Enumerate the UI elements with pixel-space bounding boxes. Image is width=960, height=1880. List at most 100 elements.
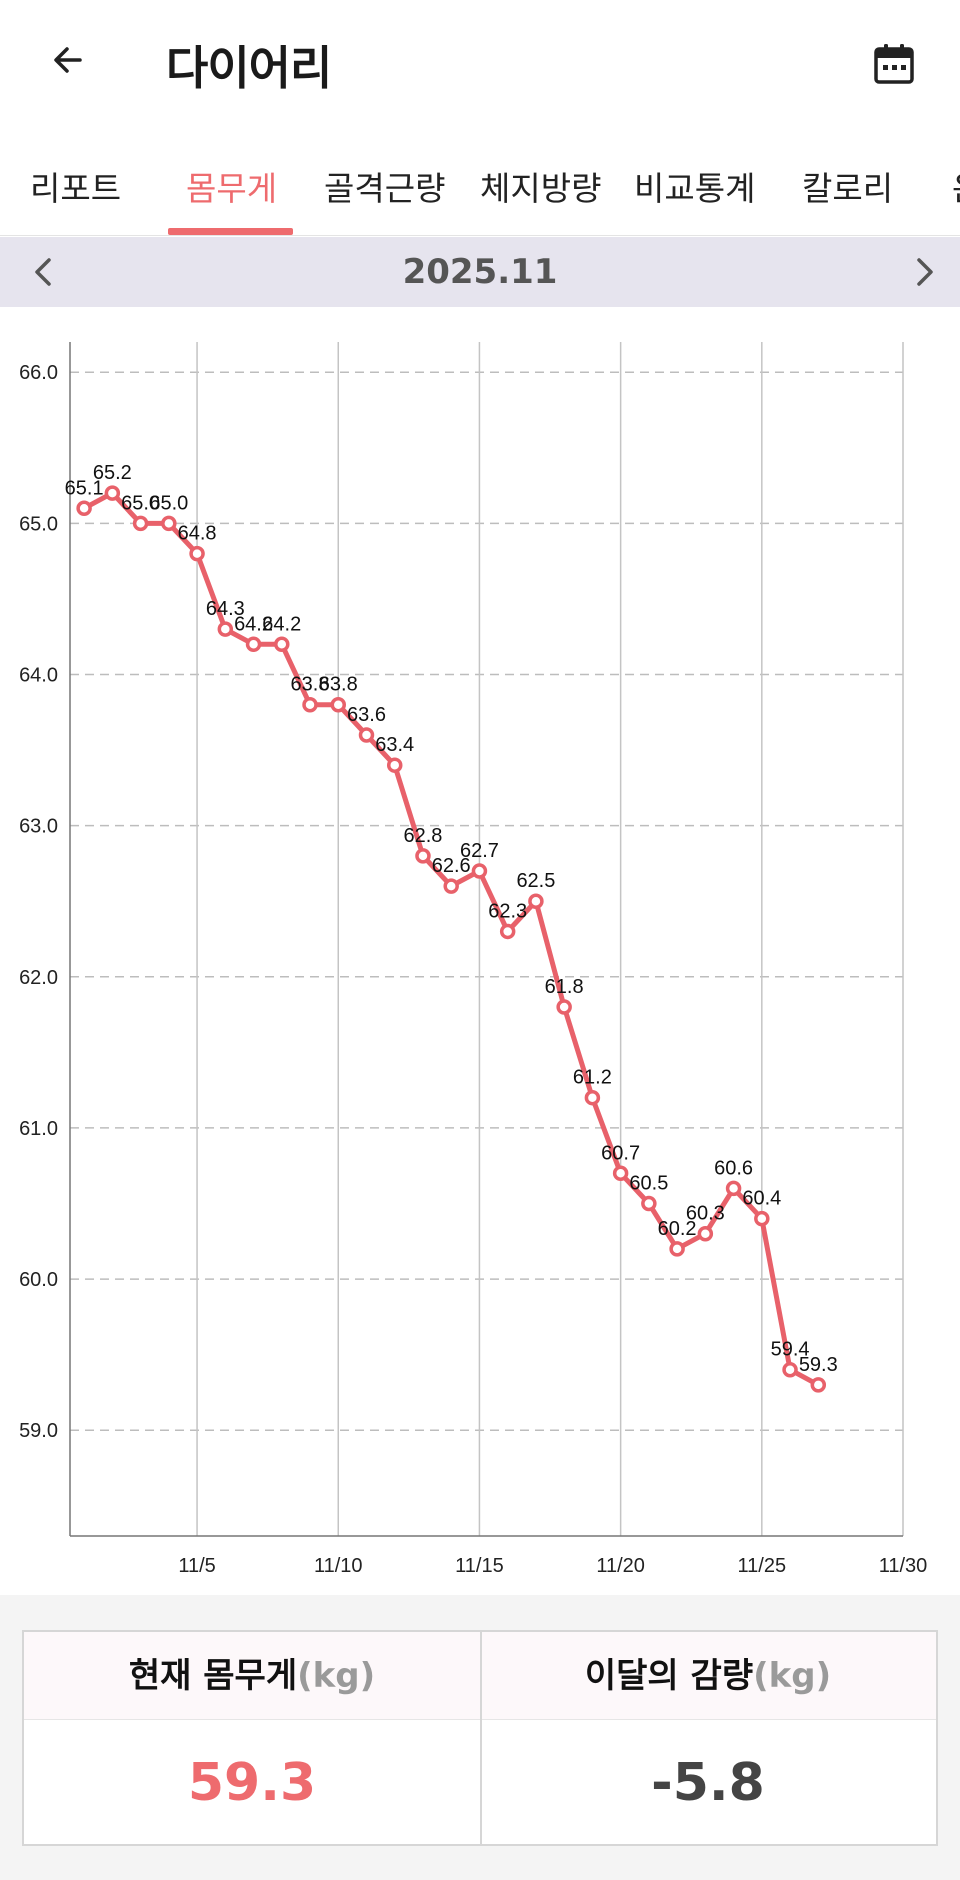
data-point — [471, 863, 488, 879]
y-tick-label: 66.0 — [19, 362, 58, 384]
data-label: 62.7 — [460, 840, 499, 862]
data-label: 62.3 — [488, 900, 527, 922]
data-point — [386, 757, 403, 773]
data-label: 64.2 — [234, 613, 273, 635]
monthly-loss-title-text: 이달의 감량 — [584, 1656, 754, 1696]
weight-series-line — [81, 490, 821, 1388]
data-point — [330, 696, 347, 713]
data-point — [217, 621, 234, 637]
arrow-left-icon — [54, 47, 82, 73]
data-label: 65.1 — [65, 477, 104, 499]
data-label: 62.8 — [403, 825, 442, 847]
y-tick-label: 62.0 — [19, 967, 58, 989]
data-point — [302, 696, 318, 713]
monthly-loss-value: -5.8 — [651, 1753, 765, 1813]
data-point — [697, 1225, 714, 1242]
data-label: 62.6 — [432, 855, 471, 877]
data-point — [443, 878, 459, 894]
data-point — [754, 1210, 770, 1227]
data-label: 65.0 — [121, 492, 160, 514]
summary-table: 현재 몸무게(kg) 이달의 감량(kg) 59.3 -5.8 — [22, 1630, 938, 1846]
active-tab-indicator — [168, 228, 293, 235]
data-point — [725, 1180, 742, 1197]
data-label: 65.0 — [149, 492, 188, 514]
data-label: 61.2 — [573, 1067, 612, 1089]
y-tick-label: 64.0 — [19, 665, 58, 687]
tab-calories[interactable]: 칼로리 — [802, 169, 894, 208]
data-point — [161, 515, 177, 532]
data-label: 61.8 — [545, 976, 584, 998]
page-title: 다이어리 — [166, 41, 332, 95]
data-label: 60.3 — [686, 1203, 725, 1225]
data-point — [415, 848, 431, 864]
back-button[interactable] — [36, 28, 100, 92]
data-point — [584, 1089, 601, 1106]
current-weight-unit: (kg) — [297, 1656, 376, 1696]
data-point — [132, 515, 149, 532]
data-label: 63.4 — [375, 734, 414, 756]
tab-comparison[interactable]: 비교통계 — [634, 169, 756, 208]
data-point — [556, 999, 572, 1015]
month-label: 2025.11 — [402, 252, 558, 292]
data-label: 59.3 — [799, 1354, 838, 1376]
data-point — [104, 485, 121, 501]
data-point — [245, 636, 262, 653]
monthly-loss-title: 이달의 감량(kg) — [480, 1632, 936, 1720]
current-weight-title-text: 현재 몸무게 — [128, 1656, 298, 1696]
x-tick-label: 11/10 — [314, 1555, 363, 1577]
prev-month-button[interactable] — [14, 242, 74, 302]
monthly-loss-unit: (kg) — [753, 1656, 832, 1696]
chevron-right-icon — [917, 258, 933, 286]
y-tick-label: 63.0 — [19, 816, 58, 838]
chevron-left-icon — [35, 258, 51, 286]
tab-weight[interactable]: 몸무게 — [186, 169, 278, 208]
data-point — [528, 893, 544, 909]
y-tick-label: 59.0 — [19, 1420, 58, 1442]
x-tick-label: 11/20 — [596, 1555, 645, 1577]
data-label: 60.4 — [742, 1188, 781, 1210]
tab-skeletal-muscle[interactable]: 골격근량 — [324, 169, 446, 208]
data-label: 59.4 — [771, 1339, 810, 1361]
calendar-button[interactable] — [862, 32, 926, 96]
data-point — [358, 727, 375, 743]
x-tick-label: 11/5 — [178, 1555, 215, 1577]
data-label: 64.8 — [178, 523, 217, 545]
data-label: 63.8 — [319, 674, 358, 696]
tab-bar: 리포트 몸무게 골격근량 체지방량 비교통계 칼로리 운 — [0, 140, 960, 236]
data-label: 63.8 — [291, 674, 330, 696]
data-label: 60.6 — [714, 1157, 753, 1179]
tab-report[interactable]: 리포트 — [30, 169, 122, 208]
x-tick-label: 11/15 — [455, 1555, 504, 1577]
tab-exercise[interactable]: 운 — [952, 162, 960, 235]
app-header: 다이어리 — [0, 0, 960, 130]
x-tick-label: 11/30 — [879, 1555, 928, 1577]
data-point — [76, 500, 92, 517]
data-label: 65.2 — [93, 462, 132, 484]
next-month-button[interactable] — [894, 242, 954, 302]
y-tick-label: 65.0 — [19, 513, 58, 535]
tab-body-fat[interactable]: 체지방량 — [480, 169, 602, 208]
x-tick-label: 11/25 — [738, 1555, 787, 1577]
data-point — [274, 636, 290, 653]
data-label: 63.6 — [347, 704, 386, 726]
data-label: 64.2 — [262, 613, 301, 635]
calendar-icon — [874, 44, 914, 84]
data-label: 62.5 — [516, 870, 555, 892]
data-label: 60.5 — [629, 1172, 668, 1194]
data-point — [189, 545, 205, 562]
weight-chart: 66.0 65.0 64.0 63.0 62.0 61.0 60.0 59.0 11/5 11/1… — [0, 310, 960, 1595]
summary-divider — [480, 1632, 482, 1844]
data-point — [641, 1195, 657, 1212]
data-point — [669, 1241, 685, 1257]
data-label: 60.7 — [601, 1142, 640, 1164]
current-weight-value: 59.3 — [187, 1753, 317, 1813]
current-weight-title: 현재 몸무게(kg) — [24, 1632, 480, 1720]
month-navigator: 2025.11 — [0, 237, 960, 307]
weight-chart-svg: 66.0 65.0 64.0 63.0 62.0 61.0 60.0 59.0 11/5 11/1… — [19, 342, 928, 1577]
data-label: 64.3 — [206, 598, 245, 620]
y-tick-label: 61.0 — [19, 1118, 58, 1140]
data-point — [810, 1377, 827, 1393]
data-label: 60.2 — [658, 1218, 697, 1240]
data-point — [612, 1165, 629, 1182]
data-point — [499, 923, 516, 940]
